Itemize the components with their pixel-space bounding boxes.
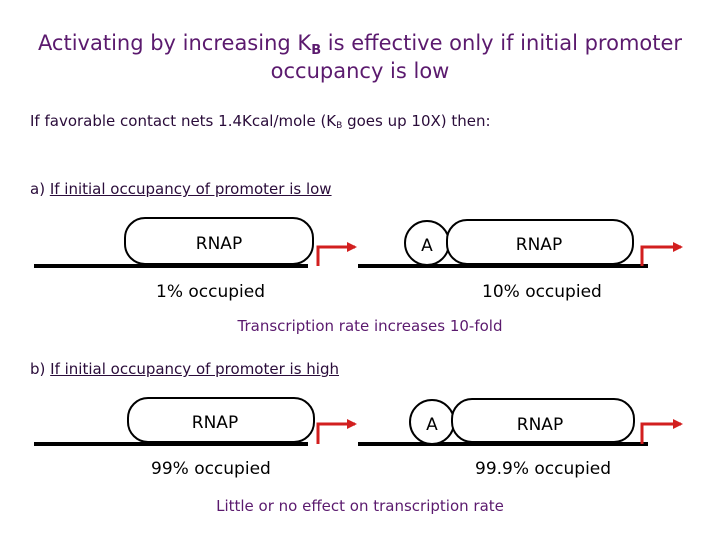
rnap-shape [451, 398, 635, 443]
subtitle: If favorable contact nets 1.4Kcal/mole (… [30, 112, 491, 131]
section-a-prefix: a) [30, 180, 50, 198]
rnap-label: RNAP [516, 235, 562, 255]
transcription-arrow [316, 242, 357, 266]
transcription-arrow [640, 242, 683, 266]
occupancy-b-right: 99.9% occupied [475, 459, 612, 479]
result-b: Little or no effect on transcription rat… [216, 497, 504, 515]
occupancy-a-left: 1% occupied [156, 282, 266, 302]
rnap-shape [127, 397, 315, 443]
subtitle-prefix: If favorable contact nets 1.4Kcal/mole (… [30, 112, 337, 130]
row-a-left-promoter: RNAP [34, 217, 357, 268]
section-a-label: If initial occupancy of promoter is low [49, 180, 332, 198]
activator-label: A [421, 236, 433, 256]
section-b-header: b) If initial occupancy of promoter is h… [30, 360, 339, 378]
title-suffix: is effective only if initial promoter [321, 31, 683, 55]
rnap-label: RNAP [192, 413, 238, 433]
subtitle-subscript: B [336, 121, 343, 131]
title-line-1: Activating by increasing KB is effective… [0, 30, 720, 64]
title-line-2: occupancy is low [270, 59, 450, 83]
section-b-label: If initial occupancy of promoter is high [50, 360, 339, 378]
rnap-label: RNAP [196, 234, 242, 254]
result-a: Transcription rate increases 10-fold [237, 317, 503, 335]
occupancy-b-left: 99% occupied [151, 459, 271, 479]
row-b-right-promoter: A RNAP [358, 398, 683, 446]
section-a-header: a) If initial occupancy of promoter is l… [30, 180, 332, 198]
rnap-label: RNAP [517, 415, 563, 435]
row-a-right-promoter: A RNAP [358, 219, 683, 268]
section-b-prefix: b) [30, 360, 51, 378]
rnap-shape [446, 219, 634, 265]
rnap-shape [124, 217, 314, 265]
title-prefix: Activating by increasing K [37, 31, 312, 55]
occupancy-a-right: 10% occupied [482, 282, 602, 302]
activator-label: A [426, 415, 438, 435]
transcription-arrow [316, 419, 357, 444]
title-subscript: B [311, 43, 322, 58]
row-b-left-promoter: RNAP [34, 397, 357, 446]
transcription-arrow [640, 419, 683, 444]
subtitle-suffix: goes up 10X) then: [342, 112, 491, 130]
